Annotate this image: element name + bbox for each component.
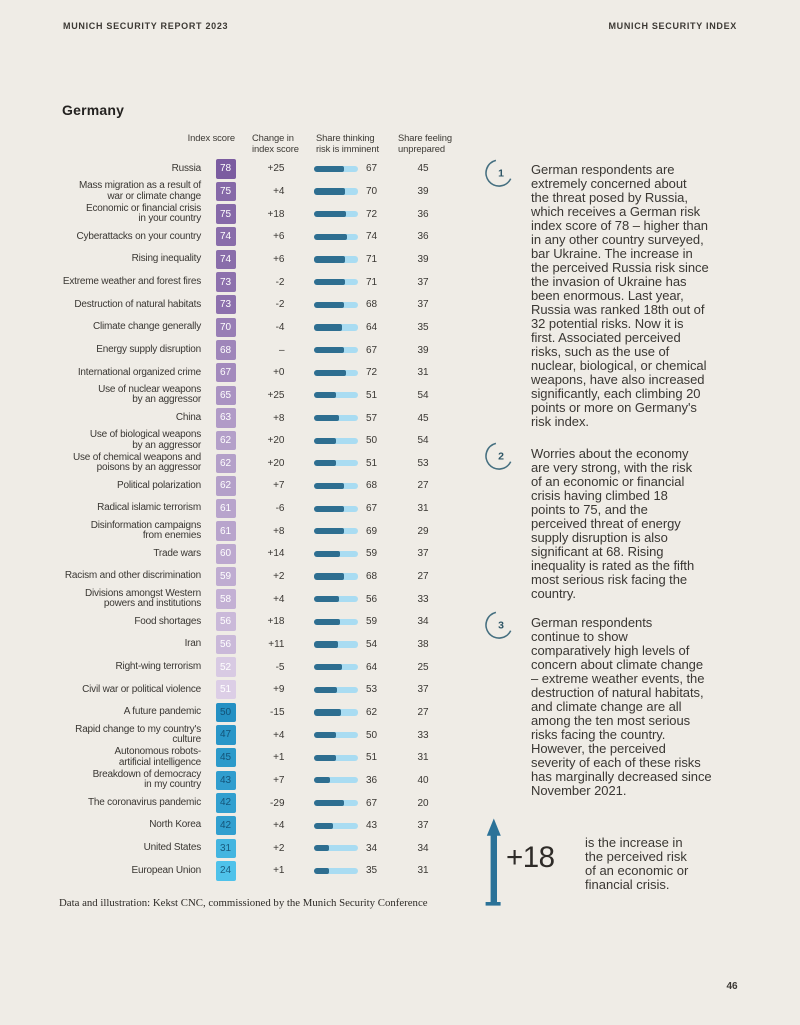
svg-text:3: 3 [498,619,504,631]
svg-text:2: 2 [498,450,504,462]
svg-text:1: 1 [498,168,504,180]
